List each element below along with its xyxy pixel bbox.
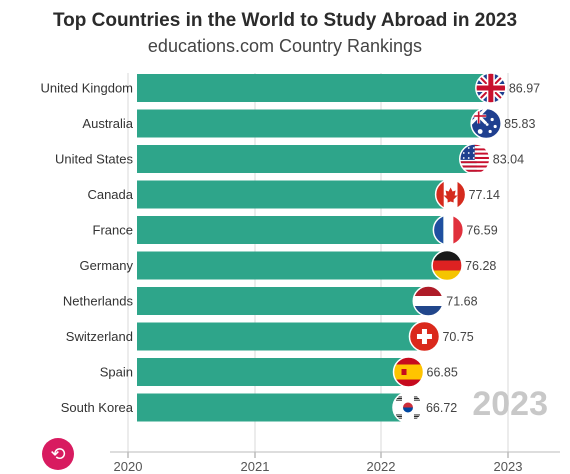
x-tick-label: 2020 — [114, 459, 143, 474]
value-label: 76.59 — [466, 224, 497, 238]
x-tick-label: 2023 — [494, 459, 523, 474]
spain-flag-icon — [392, 356, 425, 388]
current-year-label: 2023 — [472, 385, 548, 423]
bar — [137, 109, 489, 138]
category-label: Switzerland — [66, 329, 133, 344]
category-label: Australia — [82, 116, 133, 131]
value-label: 71.68 — [446, 295, 477, 309]
value-label: 83.04 — [493, 153, 524, 167]
canada-flag-icon — [434, 178, 467, 211]
chart-subtitle: educations.com Country Rankings — [147, 36, 423, 56]
value-label: 86.97 — [509, 82, 540, 96]
category-label: Canada — [87, 187, 133, 202]
switzerland-flag-icon — [408, 320, 441, 353]
south-korea-flag-icon — [392, 391, 424, 424]
us-flag-icon — [459, 143, 491, 175]
chart-title: Top Countries in the World to Study Abro… — [52, 10, 518, 31]
australia-flag-icon — [470, 107, 502, 140]
value-label: 66.72 — [426, 401, 457, 415]
bar — [137, 251, 450, 280]
germany-flag-icon — [431, 249, 463, 282]
bar — [137, 393, 410, 422]
bar — [137, 180, 453, 209]
value-label: 76.28 — [465, 259, 496, 273]
category-label: Germany — [80, 258, 134, 273]
value-label: 85.83 — [504, 117, 535, 131]
x-tick-label: 2021 — [241, 459, 270, 474]
value-label: 77.14 — [469, 188, 500, 202]
bar — [137, 74, 493, 102]
category-label: United States — [55, 152, 134, 167]
replay-button[interactable]: ⟲ — [42, 438, 74, 470]
x-tick-label: 2022 — [367, 459, 396, 474]
netherlands-flag-icon — [412, 285, 445, 317]
bar — [137, 216, 451, 244]
category-label: Spain — [100, 365, 133, 380]
value-label: 66.85 — [427, 366, 458, 380]
category-label: South Korea — [61, 400, 134, 415]
category-label: France — [93, 223, 133, 238]
category-label: United Kingdom — [41, 81, 134, 96]
category-label: Netherlands — [63, 294, 134, 309]
france-flag-icon — [432, 214, 465, 246]
bar — [137, 358, 411, 386]
bar — [137, 287, 431, 315]
uk-flag-icon — [475, 72, 507, 104]
value-label: 70.75 — [442, 330, 473, 344]
bar — [137, 322, 427, 351]
replay-icon: ⟲ — [50, 444, 66, 464]
bar — [137, 145, 477, 173]
